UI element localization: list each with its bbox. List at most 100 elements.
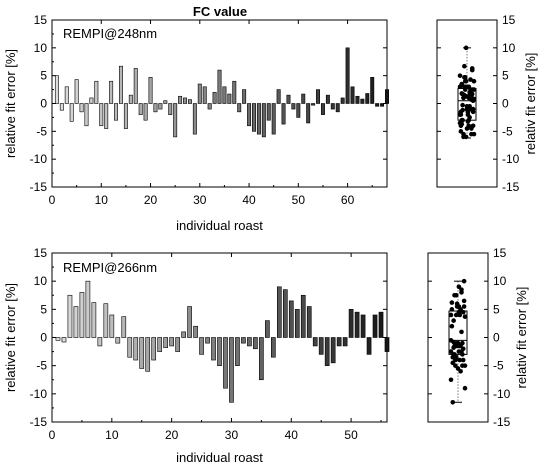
- bar: [138, 103, 143, 115]
- bar: [372, 314, 378, 338]
- x-tick-label: 30: [225, 428, 239, 442]
- bar: [54, 75, 59, 104]
- bar: [330, 103, 335, 110]
- bar: [103, 303, 109, 338]
- bar: [288, 300, 294, 338]
- bar: [143, 103, 148, 121]
- boxplot-point: [462, 363, 468, 368]
- bar: [229, 337, 234, 403]
- boxplot-point: [459, 329, 464, 335]
- boxplot-point: [470, 106, 476, 112]
- bar: [61, 337, 67, 343]
- boxplot-point: [455, 343, 461, 349]
- boxplot-point: [469, 87, 475, 92]
- boxplot-y-tick-label: -10: [502, 152, 520, 166]
- chart-title: REMPI@248nm: [63, 26, 157, 41]
- boxplot-y-tick-label: 15: [493, 246, 507, 260]
- boxplot-point: [462, 78, 468, 84]
- boxplot-y-tick-label: -5: [502, 124, 513, 138]
- boxplot-point: [460, 102, 465, 108]
- boxplot-frame: [436, 19, 498, 188]
- bar: [281, 103, 286, 125]
- bar: [139, 337, 145, 369]
- boxplot-point: [471, 78, 477, 84]
- bar: [235, 337, 240, 366]
- bar: [67, 294, 73, 338]
- bar: [366, 337, 372, 355]
- boxplot-point: [462, 75, 467, 80]
- bar: [340, 97, 345, 104]
- bar: [121, 316, 127, 338]
- boxplot-point: [449, 307, 455, 312]
- boxplot-point: [463, 134, 469, 140]
- boxplot-point: [468, 77, 473, 82]
- boxplot-y-tick-label: -15: [493, 415, 511, 429]
- bar: [256, 103, 261, 135]
- bar-series: [55, 280, 390, 403]
- bar: [104, 103, 109, 129]
- bar: [336, 337, 342, 347]
- boxplot-point: [462, 87, 468, 92]
- y-tick-label: -15: [30, 180, 48, 194]
- bar: [133, 68, 138, 104]
- bar: [217, 337, 222, 366]
- bar: [183, 97, 187, 104]
- bar: [187, 306, 192, 338]
- bar: [306, 103, 311, 124]
- x-tick-label: 0: [49, 193, 56, 207]
- figure-title: FC value: [193, 4, 247, 19]
- boxplot-point: [471, 96, 477, 102]
- y-tick-label: -5: [36, 124, 47, 138]
- boxplot-point: [461, 304, 467, 309]
- bar: [370, 77, 375, 104]
- bar: [227, 93, 232, 104]
- bar: [163, 337, 168, 348]
- bar: [232, 80, 237, 104]
- bar: [350, 86, 355, 104]
- bar: [85, 280, 91, 338]
- bar: [123, 103, 128, 129]
- bar: [217, 69, 222, 104]
- bar: [276, 286, 282, 338]
- bar: [128, 94, 133, 104]
- bar: [242, 89, 247, 104]
- bar: [300, 294, 306, 338]
- bar: [99, 103, 104, 127]
- bar: [118, 65, 123, 104]
- bar: [271, 337, 276, 358]
- x-tick-label: 10: [105, 428, 119, 442]
- boxplot-y-axis-label: relativ fit error [%]: [523, 53, 538, 155]
- y-tick-label: -10: [30, 152, 48, 166]
- y-tick-label: 5: [40, 69, 47, 83]
- boxplot-point: [451, 318, 456, 323]
- bar: [271, 103, 276, 135]
- boxplot-point: [469, 67, 475, 73]
- boxplot-point: [449, 300, 455, 305]
- boxplot-point: [459, 287, 464, 292]
- boxplot-y-axis-label: relativ fit error [%]: [514, 287, 529, 389]
- bar: [69, 103, 74, 122]
- bar: [320, 103, 325, 115]
- boxplot-point: [460, 357, 466, 363]
- x-tick-label: 20: [144, 193, 158, 207]
- boxplot-y-tick-label: -5: [493, 359, 504, 373]
- boxplot-y-tick-label: 5: [493, 302, 500, 316]
- bar: [114, 103, 119, 121]
- boxplot-point: [449, 323, 455, 329]
- x-tick-label: 20: [165, 428, 179, 442]
- x-tick-label: 40: [285, 428, 299, 442]
- bar: [178, 95, 183, 104]
- x-tick-label: 50: [344, 428, 358, 442]
- boxplot-point: [459, 91, 465, 96]
- bar: [73, 306, 79, 338]
- boxplot-point: [448, 377, 454, 383]
- bar: [311, 103, 316, 106]
- bar: [385, 89, 389, 104]
- bar: [291, 103, 296, 110]
- bar: [55, 337, 61, 341]
- bar: [265, 320, 270, 338]
- y-tick-label: 0: [40, 97, 47, 111]
- y-tick-label: 15: [34, 246, 48, 260]
